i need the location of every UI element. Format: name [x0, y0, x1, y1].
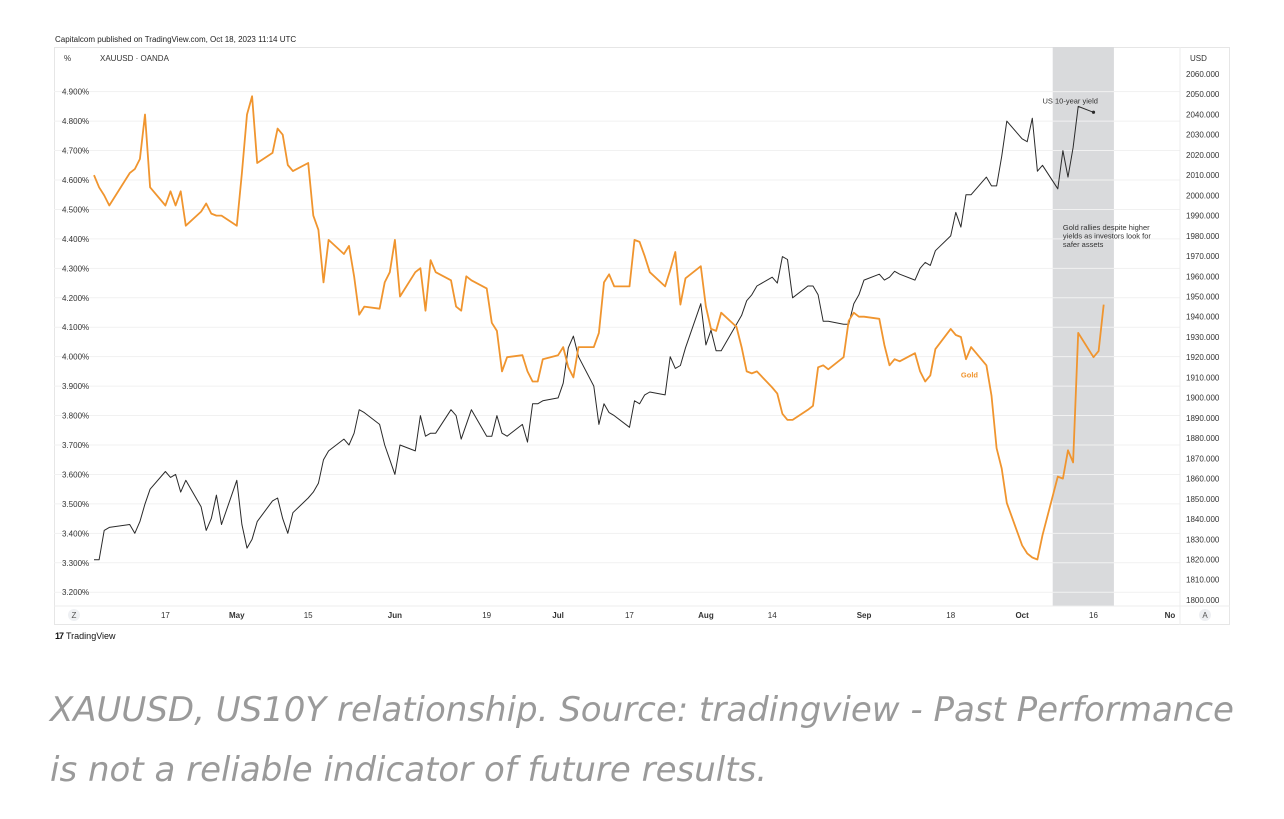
left-tick-label: 4.100%: [62, 323, 89, 332]
right-tick-label: 1830.000: [1186, 535, 1220, 544]
time-tick-label: Sep: [857, 611, 872, 620]
time-tick-label: 14: [768, 611, 777, 620]
right-tick-label: 1810.000: [1186, 576, 1220, 585]
yield-series-line: [94, 105, 1094, 561]
right-tick-label: 1940.000: [1186, 313, 1220, 322]
left-tick-label: 3.600%: [62, 470, 89, 479]
tradingview-logo[interactable]: 17 TradingView: [55, 631, 116, 641]
right-tick-label: 2030.000: [1186, 131, 1220, 140]
time-axis: 17 May 15 Jun 19 Jul 17 Aug 14 Sep 18 Oct 16 No: [161, 611, 1176, 620]
right-tick-label: 1950.000: [1186, 293, 1220, 302]
time-tick-label: Oct: [1015, 611, 1029, 620]
left-tick-label: 4.800%: [62, 117, 89, 126]
annotation-layer: US 10-year yield Gold rallies despite hig…: [961, 96, 1151, 379]
left-tick-label: 4.000%: [62, 353, 89, 362]
corner-right-badge[interactable]: [1199, 609, 1211, 621]
right-tick-label: 1910.000: [1186, 373, 1220, 382]
right-tick-label: 2020.000: [1186, 151, 1220, 160]
left-tick-label: 4.900%: [62, 88, 89, 97]
right-tick-label: 1960.000: [1186, 272, 1220, 281]
right-tick-label: 1820.000: [1186, 555, 1220, 564]
time-tick-label: 15: [304, 611, 313, 620]
time-tick-label: 16: [1089, 611, 1098, 620]
left-tick-label: 3.500%: [62, 500, 89, 509]
right-tick-label: 1880.000: [1186, 434, 1220, 443]
time-tick-label: 17: [161, 611, 170, 620]
right-axis-unit: USD: [1190, 54, 1207, 63]
tradingview-logo-text: TradingView: [66, 631, 116, 641]
left-tick-label: 4.300%: [62, 264, 89, 273]
right-tick-label: 1860.000: [1186, 475, 1220, 484]
publisher-line: Capitalcom published on TradingView.com,…: [55, 35, 297, 44]
right-tick-label: 1890.000: [1186, 414, 1220, 423]
right-tick-label: 2050.000: [1186, 90, 1220, 99]
left-tick-label: 3.800%: [62, 412, 89, 421]
left-axis-unit: %: [64, 54, 71, 63]
right-tick-label: 2040.000: [1186, 110, 1220, 119]
time-tick-label: 19: [482, 611, 491, 620]
right-tick-label: 2000.000: [1186, 191, 1220, 200]
right-tick-label: 1840.000: [1186, 515, 1220, 524]
annotation-2: Gold: [961, 370, 978, 379]
corner-left-badge[interactable]: [68, 609, 80, 621]
right-tick-label: 1990.000: [1186, 212, 1220, 221]
annotation-0: US 10-year yield: [1043, 96, 1098, 105]
right-tick-label: 1970.000: [1186, 252, 1220, 261]
left-tick-label: 3.200%: [62, 588, 89, 597]
gold-series-line: [93, 95, 1105, 561]
symbol-label: XAUUSD · OANDA: [100, 54, 170, 63]
right-tick-label: 1980.000: [1186, 232, 1220, 241]
time-tick-label: May: [229, 611, 245, 620]
left-tick-label: 4.400%: [62, 235, 89, 244]
tradingview-logo-icon: 17: [55, 631, 64, 641]
left-tick-label: 4.600%: [62, 176, 89, 185]
left-axis: 4.900% 4.800% 4.700% 4.600% 4.500% 4.400% 4.30…: [62, 88, 89, 598]
chart-svg[interactable]: 4.900% 4.800% 4.700% 4.600% 4.500% 4.400% 4.30…: [0, 0, 1284, 640]
right-tick-label: 1850.000: [1186, 495, 1220, 504]
annotation-line: Gold rallies despite higher: [1063, 223, 1150, 232]
time-tick-label: Jul: [552, 611, 564, 620]
right-tick-label: 1920.000: [1186, 353, 1220, 362]
time-tick-label: Aug: [698, 611, 714, 620]
time-tick-label: 17: [625, 611, 634, 620]
time-tick-label: No: [1165, 611, 1176, 620]
series-layer: [93, 95, 1105, 561]
right-axis: 2060.000 2050.000 2040.000 2030.000 2020.000…: [1186, 70, 1220, 605]
annotation-line: yields as investors look for: [1063, 232, 1151, 241]
annotation-1: Gold rallies despite higher yields as inv…: [1063, 223, 1151, 249]
left-tick-label: 4.200%: [62, 294, 89, 303]
time-tick-label: 18: [946, 611, 955, 620]
corner-left-label: Z: [72, 611, 77, 620]
left-tick-label: 3.900%: [62, 382, 89, 391]
chart-frame: [54, 47, 1230, 625]
left-tick-label: 3.300%: [62, 559, 89, 568]
left-tick-label: 3.400%: [62, 529, 89, 538]
right-tick-label: 1800.000: [1186, 596, 1220, 605]
annotation-line: safer assets: [1063, 240, 1104, 249]
left-tick-label: 4.700%: [62, 147, 89, 156]
right-tick-label: 2010.000: [1186, 171, 1220, 180]
right-tick-label: 1930.000: [1186, 333, 1220, 342]
grid: [54, 91, 1180, 593]
right-tick-label: 1900.000: [1186, 394, 1220, 403]
caption: XAUUSD, US10Y relationship. Source: trad…: [50, 690, 1234, 790]
left-tick-label: 4.500%: [62, 205, 89, 214]
time-tick-label: Jun: [388, 611, 402, 620]
yield-last-point: [1091, 110, 1096, 114]
corner-right-label: A: [1202, 611, 1208, 620]
highlight-band: [1052, 47, 1114, 606]
right-tick-label: 1870.000: [1186, 454, 1220, 463]
left-tick-label: 3.700%: [62, 441, 89, 450]
right-tick-label: 2060.000: [1186, 70, 1220, 79]
